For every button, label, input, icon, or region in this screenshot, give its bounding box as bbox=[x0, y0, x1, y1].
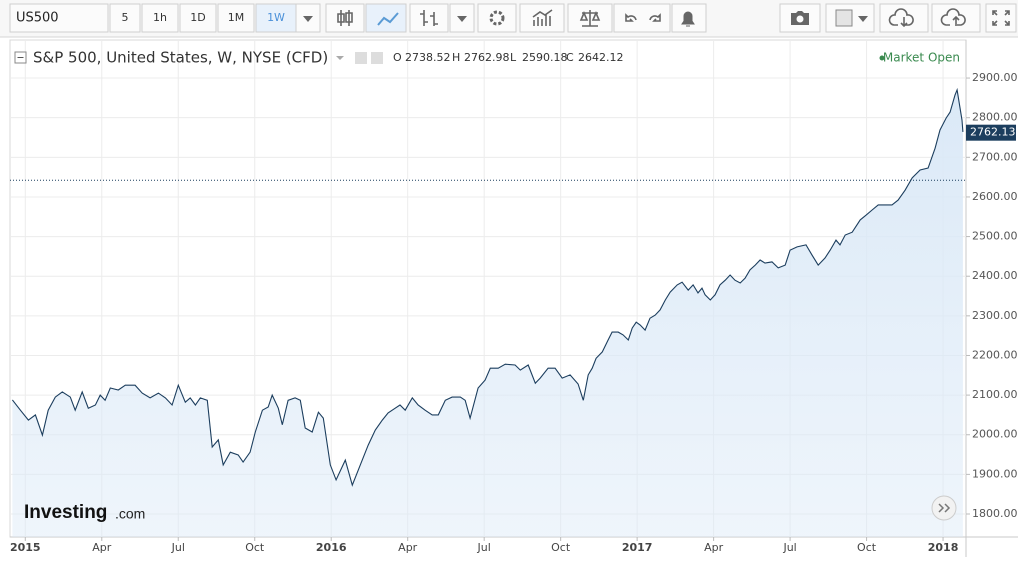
candles-icon bbox=[337, 10, 353, 26]
interval-label: 1h bbox=[153, 11, 167, 24]
y-tick-label: 2800.00 bbox=[972, 111, 1018, 124]
cloud-upload-icon bbox=[940, 8, 966, 26]
candles-button[interactable] bbox=[325, 3, 365, 33]
y-tick-label: 2000.00 bbox=[972, 428, 1018, 441]
interval-button[interactable] bbox=[141, 3, 179, 33]
symbol: US500 bbox=[16, 11, 59, 26]
compare-icon bbox=[579, 10, 601, 27]
scroll-latest-icon bbox=[938, 503, 951, 513]
settings-mini[interactable] bbox=[355, 52, 367, 64]
interval-button[interactable] bbox=[179, 3, 217, 33]
title-dropdown bbox=[336, 56, 344, 60]
bars-button[interactable] bbox=[409, 3, 449, 33]
y-tick-label: 2500.00 bbox=[972, 230, 1018, 243]
x-tick-label: Apr bbox=[704, 541, 724, 554]
ohlc-value: 2762.98 bbox=[464, 51, 510, 64]
last-price-label: 2762.13 bbox=[970, 126, 1016, 139]
logo-suffix: .com bbox=[115, 506, 145, 522]
x-tick-label: 2015 bbox=[10, 541, 41, 554]
ohlc-value: 2738.52 bbox=[405, 51, 451, 64]
y-tick-label: 1900.00 bbox=[972, 467, 1018, 480]
y-tick-label: 2100.00 bbox=[972, 388, 1018, 401]
y-tick-label: 2400.00 bbox=[972, 269, 1018, 282]
logo: Investing .com bbox=[24, 502, 145, 523]
ohlc-value: 2642.12 bbox=[578, 51, 624, 64]
fullscreen-button[interactable] bbox=[985, 3, 1017, 33]
ohlc-readout: O 2738.52 H 2762.98 L 2590.18C 2642.12 bbox=[393, 51, 624, 64]
cloud-download-icon bbox=[888, 8, 914, 28]
x-tick-label: Apr bbox=[398, 541, 418, 554]
interval-button[interactable] bbox=[109, 3, 141, 33]
ohlc-key: C bbox=[566, 51, 574, 64]
ohlc-key: O bbox=[393, 51, 402, 64]
interval-button[interactable] bbox=[217, 3, 255, 33]
dropdown-arrow bbox=[457, 16, 467, 22]
dropdown-arrow bbox=[303, 16, 313, 22]
bars-icon bbox=[420, 10, 438, 26]
undo-redo-button[interactable] bbox=[613, 3, 671, 33]
dropdown-arrow bbox=[858, 16, 868, 22]
market-status: Market Open bbox=[883, 51, 960, 65]
interval-group: 5 1h 1D 1M 1W bbox=[109, 3, 297, 33]
interval-label: 1D bbox=[190, 11, 205, 24]
y-tick-label: 2900.00 bbox=[972, 71, 1018, 84]
interval-label: 5 bbox=[122, 11, 129, 24]
settings-button[interactable] bbox=[477, 3, 517, 33]
y-tick-label: 1800.00 bbox=[972, 507, 1018, 520]
area bbox=[12, 89, 963, 538]
close-mini[interactable] bbox=[371, 52, 383, 64]
ohlc-key: L bbox=[510, 51, 517, 64]
x-tick-label: Jul bbox=[171, 541, 185, 554]
toolbar: US500 5 1h 1D 1M 1W bbox=[0, 0, 1018, 38]
chart-title: S&P 500, United States, W, NYSE (CFD) bbox=[33, 49, 328, 67]
layout-icon bbox=[835, 9, 853, 27]
fullscreen-icon bbox=[992, 10, 1010, 26]
x-tick-label: 2017 bbox=[622, 541, 653, 554]
interval-label: 1M bbox=[228, 11, 245, 24]
logo-name: Investing bbox=[24, 502, 107, 523]
x-tick-label: Oct bbox=[245, 541, 265, 554]
alert-icon bbox=[681, 11, 695, 27]
x-tick-label: Jul bbox=[477, 541, 491, 554]
x-tick-label: Oct bbox=[551, 541, 571, 554]
status-dot bbox=[879, 55, 885, 61]
price-line bbox=[11, 87, 964, 487]
ohlc-value: 2590.18 bbox=[522, 51, 568, 64]
line-button[interactable] bbox=[365, 3, 407, 33]
camera-lens bbox=[796, 15, 804, 23]
y-tick-label: 2600.00 bbox=[972, 190, 1018, 203]
x-tick-label: Apr bbox=[92, 541, 112, 554]
x-tick-label: 2018 bbox=[928, 541, 959, 554]
last-price-tag bbox=[966, 124, 1016, 141]
interval-button[interactable] bbox=[255, 3, 297, 33]
x-tick-label: Jul bbox=[782, 541, 796, 554]
y-tick-label: 2200.00 bbox=[972, 348, 1018, 361]
indicators-button[interactable] bbox=[519, 3, 565, 33]
ohlc-key: H bbox=[452, 51, 460, 64]
x-tick-label: Oct bbox=[857, 541, 877, 554]
y-tick-label: 2700.00 bbox=[972, 150, 1018, 163]
x-tick-label: 2016 bbox=[316, 541, 347, 554]
series bbox=[10, 87, 966, 538]
undo-redo-icon bbox=[625, 13, 661, 22]
symbol-box[interactable] bbox=[9, 3, 109, 33]
axes: 1800.00 1900.00 2000.00 2100.00 2200.00 2300.… bbox=[10, 71, 1018, 554]
interval-label: 1W bbox=[267, 11, 285, 24]
line-icon bbox=[377, 12, 399, 26]
y-tick-label: 2300.00 bbox=[972, 309, 1018, 322]
settings-icon bbox=[489, 10, 505, 26]
indicators-icon bbox=[532, 9, 553, 26]
